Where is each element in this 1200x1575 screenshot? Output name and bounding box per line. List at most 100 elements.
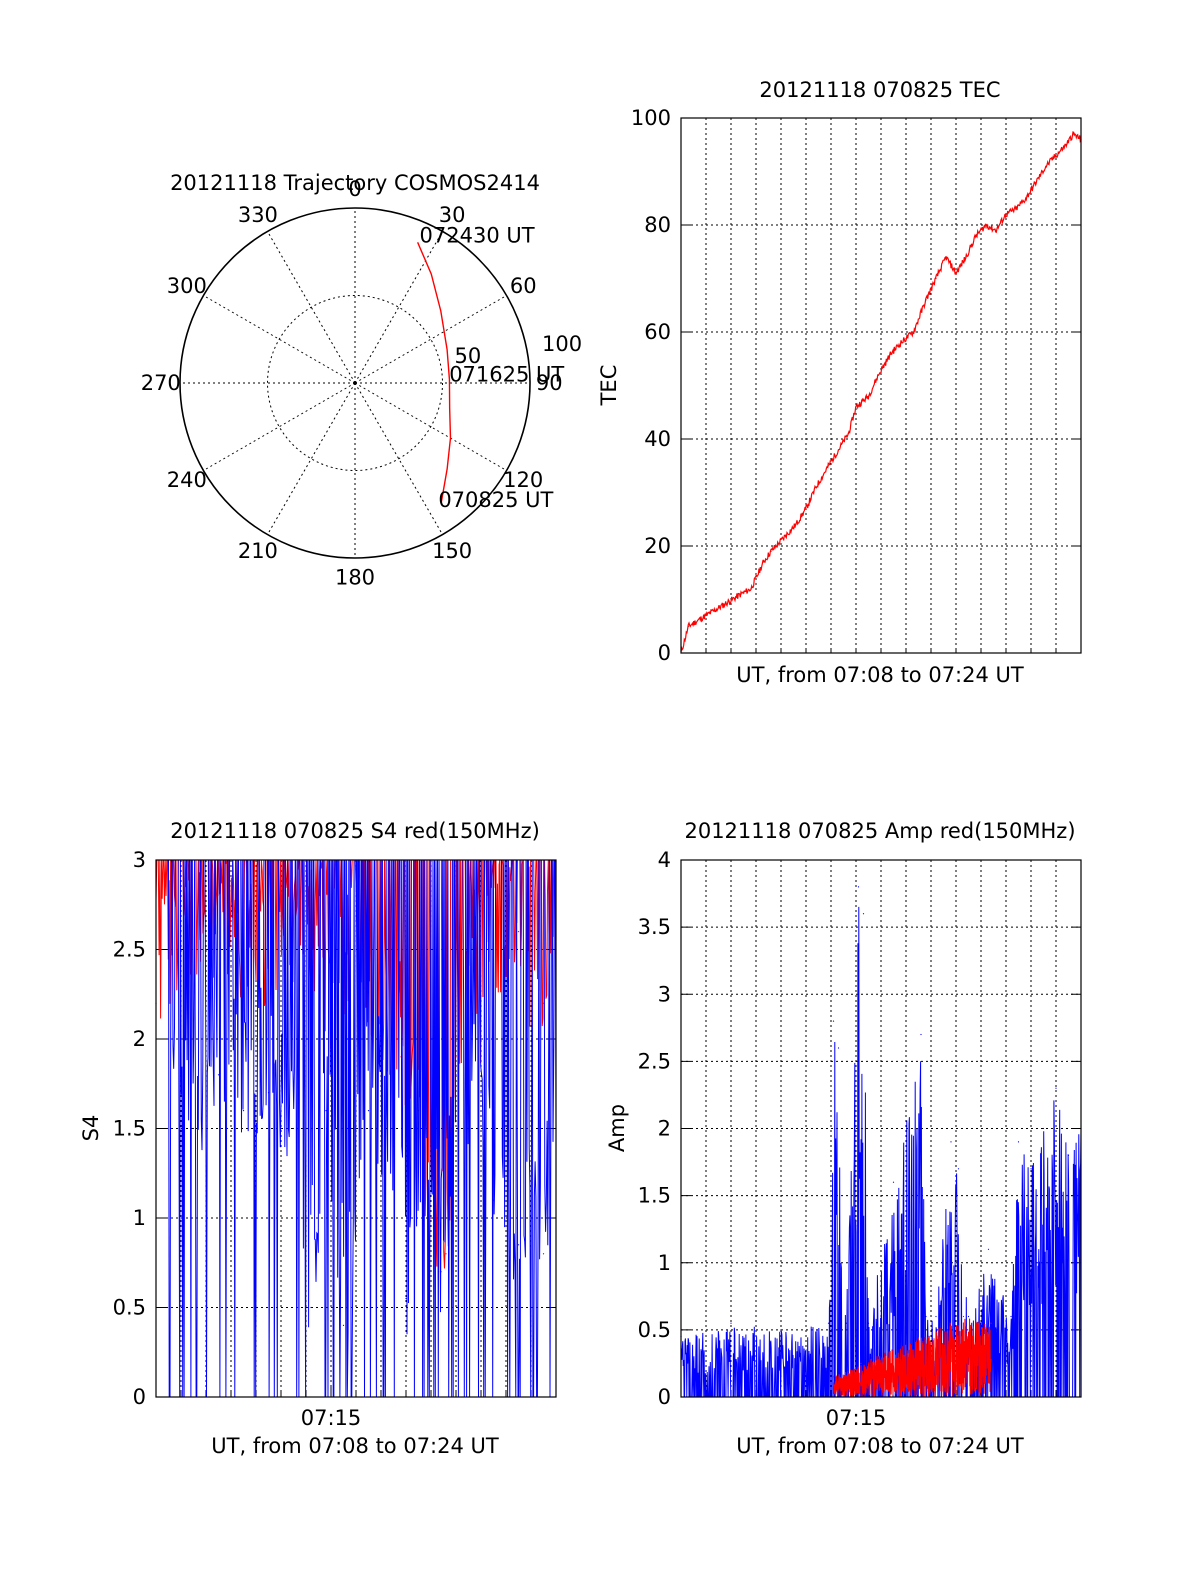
- data-point: [445, 1253, 447, 1255]
- data-point: [837, 449, 840, 451]
- data-point: [292, 1127, 295, 1130]
- data-point: [867, 1322, 870, 1324]
- polar-azimuth-label: 210: [238, 539, 278, 563]
- data-point: [950, 1141, 952, 1143]
- y-tick-label: 2: [658, 1117, 671, 1141]
- tec-ylabel: TEC: [597, 365, 621, 407]
- x-tick-label: 07:15: [301, 1406, 362, 1430]
- data-point: [1017, 1141, 1020, 1143]
- data-point: [267, 1092, 270, 1094]
- amp-xlabel: UT, from 07:08 to 07:24 UT: [736, 1434, 1024, 1458]
- polar-azimuth-label: 30: [439, 203, 466, 227]
- trajectory-time-label: 071625 UT: [449, 363, 564, 387]
- data-point: [860, 1362, 862, 1364]
- data-point: [990, 1322, 992, 1324]
- polar-spoke: [203, 382, 356, 471]
- polar-azimuth-label: 330: [238, 203, 278, 227]
- amp-ylabel: Amp: [605, 1104, 629, 1152]
- data-point: [1072, 133, 1075, 135]
- polar-title: 20121118 Trajectory COSMOS2414: [170, 171, 540, 195]
- data-point: [242, 1110, 245, 1112]
- polar-azimuth-label: 240: [167, 468, 207, 492]
- data-point: [1015, 208, 1017, 210]
- data-point: [762, 561, 765, 563]
- trajectory-line: [416, 242, 452, 503]
- data-point: [392, 1145, 395, 1147]
- x-tick-label: 07:15: [826, 1406, 887, 1430]
- data-point: [492, 1199, 495, 1201]
- y-tick-label: 60: [644, 320, 671, 344]
- trajectory-polar-chart: 20121118 Trajectory COSMOS2414 0 30 60 90 12…: [141, 171, 582, 589]
- data-point: [217, 1074, 220, 1076]
- polar-azimuth-label: 270: [141, 371, 181, 395]
- data-point: [857, 886, 860, 888]
- y-tick-label: 1: [133, 1206, 146, 1230]
- data-point: [935, 1315, 937, 1318]
- y-tick-label: 2: [133, 1027, 146, 1051]
- data-point: [325, 1110, 327, 1112]
- trajectory-time-label: 072430 UT: [420, 223, 535, 247]
- s4-line-chart: 20121118 070825 S4 red(150MHz) UT, from …: [79, 819, 557, 1458]
- data-point: [1055, 1087, 1057, 1089]
- data-point: [995, 229, 997, 231]
- data-point: [975, 235, 977, 237]
- polar-azimuth-label: 150: [432, 539, 472, 563]
- s4-xlabel: UT, from 07:08 to 07:24 UT: [211, 1434, 499, 1458]
- data-point: [867, 395, 870, 397]
- polar-outer-circle: [179, 207, 531, 559]
- data-point: [750, 588, 752, 590]
- polar-spoke: [354, 295, 507, 384]
- data-point: [945, 256, 947, 258]
- s4-ylabel: S4: [79, 1115, 103, 1142]
- data-point: [480, 1092, 482, 1094]
- data-point: [1030, 1168, 1032, 1170]
- polar-radial-label: 100: [542, 332, 582, 356]
- data-point: [785, 534, 787, 536]
- data-point: [167, 1038, 170, 1040]
- data-point: [542, 1253, 545, 1255]
- data-point: [987, 1248, 990, 1250]
- data-point: [892, 1181, 895, 1183]
- data-point: [455, 1074, 457, 1076]
- y-tick-label: 100: [631, 106, 671, 130]
- trajectory-time-label: 070825 UT: [438, 488, 553, 512]
- y-tick-label: 40: [644, 427, 671, 451]
- y-tick-label: 0: [658, 1385, 671, 1409]
- amp-line-chart: 20121118 070825 Amp red(150MHz) UT, from…: [605, 819, 1082, 1458]
- data-point: [1045, 165, 1047, 167]
- data-point: [832, 1376, 835, 1378]
- y-tick-label: 1.5: [113, 1117, 146, 1141]
- y-tick-label: 2.5: [113, 938, 146, 962]
- data-point: [687, 625, 690, 627]
- polar-azimuth-label: 90: [536, 371, 563, 395]
- y-tick-label: 3: [658, 982, 671, 1006]
- data-point: [517, 931, 520, 933]
- data-point: [920, 1033, 922, 1036]
- polar-grid-circle: [267, 295, 443, 471]
- data-point: [877, 374, 880, 376]
- polar-azimuth-label: 0: [348, 177, 361, 201]
- data-point: [1010, 1315, 1012, 1318]
- data-point: [310, 1306, 312, 1309]
- polar-azimuth-label: 60: [510, 274, 537, 298]
- polar-azimuth-label: 180: [335, 565, 375, 589]
- polar-radial-label: 50: [455, 344, 482, 368]
- data-point: [957, 1168, 960, 1170]
- polar-spoke: [203, 295, 356, 384]
- data-point: [1065, 144, 1067, 146]
- y-tick-label: 3.5: [638, 915, 671, 939]
- plot-frame: [680, 117, 1082, 654]
- polar-spoke: [354, 382, 507, 471]
- data-point: [900, 342, 902, 344]
- data-point: [832, 1020, 835, 1022]
- polar-spoke: [354, 382, 443, 535]
- y-tick-label: 0.5: [638, 1318, 671, 1342]
- data-point: [230, 966, 232, 969]
- y-tick-label: 3: [133, 848, 146, 872]
- polar-azimuth-label: 300: [167, 274, 207, 298]
- polar-azimuth-label: 120: [503, 468, 543, 492]
- data-point: [925, 1315, 927, 1318]
- data-point: [722, 604, 725, 606]
- data-point: [985, 224, 987, 226]
- data-point: [827, 1322, 830, 1324]
